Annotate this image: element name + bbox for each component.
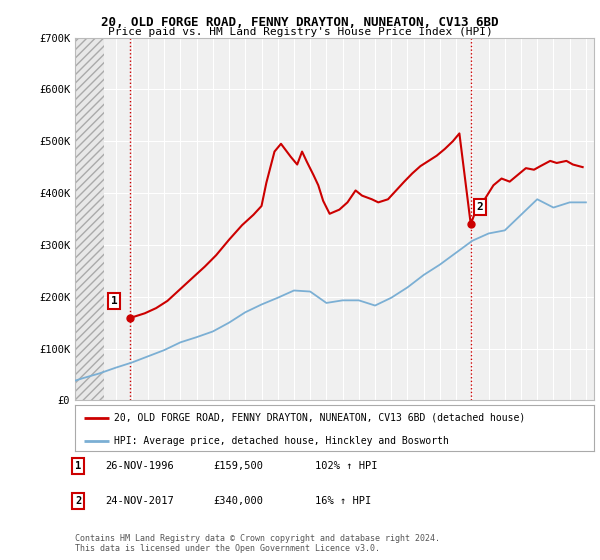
Text: 2: 2 xyxy=(476,202,483,212)
Text: £159,500: £159,500 xyxy=(213,461,263,471)
Text: 1: 1 xyxy=(110,296,118,306)
Text: 102% ↑ HPI: 102% ↑ HPI xyxy=(315,461,377,471)
Text: 24-NOV-2017: 24-NOV-2017 xyxy=(105,496,174,506)
Text: Contains HM Land Registry data © Crown copyright and database right 2024.
This d: Contains HM Land Registry data © Crown c… xyxy=(75,534,440,553)
Text: 20, OLD FORGE ROAD, FENNY DRAYTON, NUNEATON, CV13 6BD: 20, OLD FORGE ROAD, FENNY DRAYTON, NUNEA… xyxy=(101,16,499,29)
Text: 20, OLD FORGE ROAD, FENNY DRAYTON, NUNEATON, CV13 6BD (detached house): 20, OLD FORGE ROAD, FENNY DRAYTON, NUNEA… xyxy=(114,413,525,423)
Text: 26-NOV-1996: 26-NOV-1996 xyxy=(105,461,174,471)
Text: Price paid vs. HM Land Registry's House Price Index (HPI): Price paid vs. HM Land Registry's House … xyxy=(107,27,493,37)
Text: 16% ↑ HPI: 16% ↑ HPI xyxy=(315,496,371,506)
Text: 2: 2 xyxy=(75,496,81,506)
Text: 1: 1 xyxy=(75,461,81,471)
Bar xyxy=(75,38,104,400)
Text: HPI: Average price, detached house, Hinckley and Bosworth: HPI: Average price, detached house, Hinc… xyxy=(114,436,449,446)
Text: £340,000: £340,000 xyxy=(213,496,263,506)
